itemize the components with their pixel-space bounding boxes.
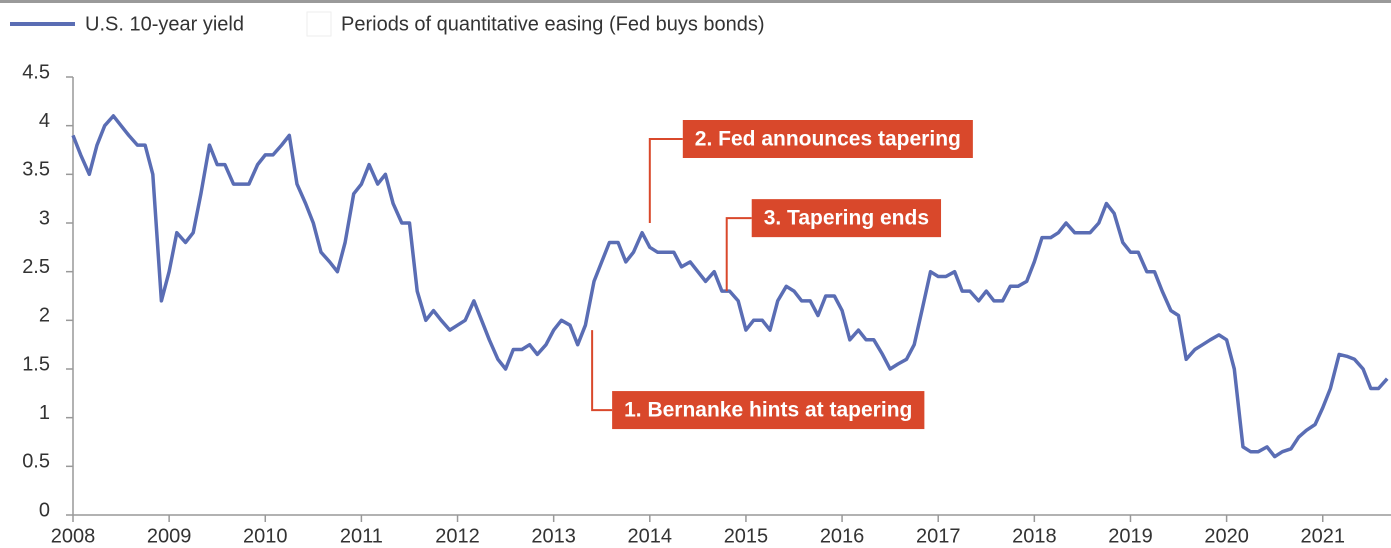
x-tick-label: 2011 (340, 525, 383, 547)
yield-line (71, 114, 1389, 459)
x-tick-label: 2008 (51, 525, 96, 547)
y-tick-label: 3 (39, 207, 50, 229)
annotation-text: 2. Fed announces tapering (695, 128, 961, 151)
annotation: 1. Bernanke hints at tapering (612, 391, 925, 430)
x-tick-label: 2015 (724, 525, 769, 547)
legend-label: Periods of quantitative easing (Fed buys… (341, 13, 765, 35)
y-tick-label: 2 (39, 305, 50, 327)
x-tick-label: 2012 (435, 525, 480, 547)
annotation: 2. Fed announces tapering (682, 120, 973, 158)
y-tick-label: 4.5 (22, 61, 50, 83)
annotation: 3. Tapering ends (751, 199, 942, 238)
x-tick-label: 2018 (1012, 525, 1057, 547)
top-border (0, 0, 1391, 3)
annotation-leader (591, 330, 613, 412)
x-tick-label: 2020 (1204, 525, 1249, 547)
x-tick-label: 2017 (916, 525, 961, 547)
x-tick-label: 2009 (147, 525, 192, 547)
x-tick-label: 2014 (628, 525, 673, 547)
y-tick-label: 0 (39, 499, 50, 521)
annotation-text: 1. Bernanke hints at tapering (624, 399, 912, 422)
annotation-leader (725, 217, 752, 292)
annotation-text: 3. Tapering ends (764, 207, 929, 230)
y-tick-label: 0.5 (22, 451, 50, 473)
legend-swatch (306, 11, 332, 37)
legend-label: U.S. 10-year yield (85, 13, 244, 35)
annotation-box (612, 391, 925, 430)
x-tick-label: 2016 (820, 525, 865, 547)
annotation-box (751, 199, 942, 238)
x-tick-label: 2010 (243, 525, 288, 547)
annotation-leader (648, 138, 683, 223)
x-tick-label: 2019 (1108, 525, 1153, 547)
y-tick-label: 3.5 (22, 159, 50, 181)
annotation-box (682, 120, 973, 158)
y-tick-label: 4 (39, 110, 50, 132)
x-tick-label: 2021 (1300, 525, 1345, 547)
y-tick-label: 2.5 (22, 256, 50, 278)
y-tick-label: 1.5 (22, 353, 50, 375)
y-tick-label: 1 (39, 402, 50, 424)
x-tick-label: 2013 (531, 525, 576, 547)
